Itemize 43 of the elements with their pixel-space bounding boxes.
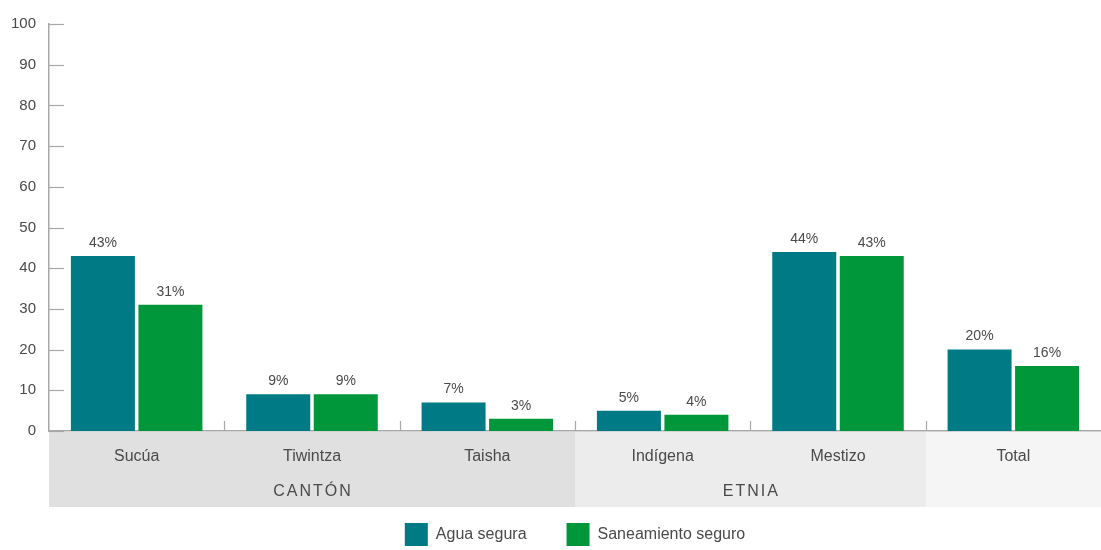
bar <box>70 255 135 431</box>
data-label: 20% <box>965 327 994 344</box>
x-tick-label: Taisha <box>464 447 511 465</box>
data-label: 9% <box>268 372 289 389</box>
bar <box>489 418 554 431</box>
bar <box>421 402 486 431</box>
text: ETNIA <box>722 482 780 500</box>
y-tick-label: 90 <box>19 54 36 72</box>
bar <box>246 394 311 431</box>
data-label: 9% <box>335 372 356 389</box>
text: CANTÓN <box>273 481 353 500</box>
data-label: 44% <box>790 229 819 246</box>
y-tick-label: 0 <box>27 421 36 439</box>
y-tick-label: 80 <box>19 95 36 113</box>
y-tick-label: 100 <box>10 14 36 32</box>
y-tick-label: 40 <box>19 258 36 276</box>
x-tick-label: Mestizo <box>810 447 866 465</box>
bar <box>664 414 729 431</box>
y-tick-label: 60 <box>19 176 36 194</box>
x-tick-label: Total <box>996 447 1031 465</box>
y-tick-label: 30 <box>19 299 36 317</box>
data-label: 3% <box>510 396 532 413</box>
bar <box>138 304 203 431</box>
data-label: 43% <box>857 233 886 250</box>
bar <box>772 251 837 431</box>
legend-label: Agua segura <box>435 524 527 542</box>
data-label: 43% <box>88 233 117 250</box>
x-tick-label: Indígena <box>631 447 694 465</box>
data-label: 4% <box>686 392 707 409</box>
y-tick-label: 20 <box>19 339 36 357</box>
bar <box>313 394 378 431</box>
y-tick-label: 50 <box>19 217 36 235</box>
y-tick-label: 70 <box>19 136 36 154</box>
x-tick-label: Sucúa <box>113 447 160 465</box>
legend-label: Saneamiento seguro <box>597 524 746 542</box>
x-tick-label: Tiwintza <box>282 447 342 465</box>
bar <box>596 410 661 431</box>
data-label: 5% <box>618 388 640 405</box>
data-label: 16% <box>1033 343 1062 360</box>
data-label: 7% <box>443 380 464 397</box>
bar <box>839 255 904 431</box>
data-label: 31% <box>156 282 185 299</box>
y-tick-label: 10 <box>19 380 36 398</box>
